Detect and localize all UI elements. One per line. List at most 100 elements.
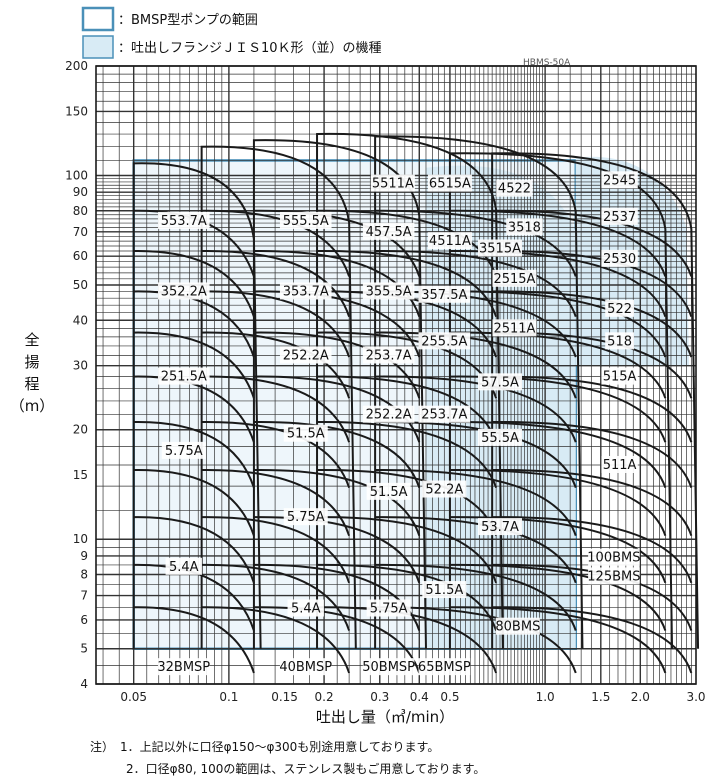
model-label-bg: [362, 658, 415, 676]
model-label-bg: [605, 299, 635, 317]
model-label-bg: [362, 405, 415, 423]
legend: ：BMSP型ポンプの範囲 ：吐出しフランジＪＩＳ10Ｋ形（並）の機種: [81, 6, 382, 59]
curve-125BMS: [492, 606, 693, 674]
curve-50BMSP: [253, 375, 421, 443]
model-label: 251.5A: [161, 370, 207, 385]
model-label-bg: [478, 239, 523, 257]
curve-40BMSP: [201, 250, 351, 317]
curve-65BMSP: [317, 421, 498, 488]
model-label: 2545: [603, 173, 636, 188]
model-label-bg: [161, 441, 206, 459]
curve-80BMS: [375, 375, 577, 443]
x-tick-label: 0.15: [271, 690, 298, 704]
model-label-bg: [287, 599, 324, 617]
model-label-bg: [418, 658, 471, 676]
model-label-bg: [279, 211, 332, 229]
model-label-bg: [601, 171, 638, 189]
model-label-bg: [418, 405, 471, 423]
envelope-32BMSP: [132, 162, 262, 649]
curve-40BMSP: [201, 469, 351, 536]
curve-50BMSP: [253, 421, 421, 488]
model-label-bg: [495, 617, 540, 635]
model-label: 2515A: [493, 272, 535, 287]
model-label-bg: [279, 346, 332, 364]
curve-32BMSP: [133, 290, 255, 358]
model-label: 6515A: [429, 177, 471, 192]
curve-32BMSP: [133, 250, 255, 317]
model-label-bg: [422, 480, 467, 498]
model-label: 2537: [603, 210, 636, 225]
y-axis-title-part: 揚: [24, 353, 39, 371]
y-tick-label: 60: [73, 249, 88, 263]
model-label: 357.5A: [421, 288, 467, 303]
curve-65BMSP: [317, 516, 498, 584]
model-label: 3515A: [479, 241, 521, 256]
model-label-bg: [601, 367, 638, 385]
model-label-bg: [366, 482, 411, 500]
model-label-bg: [506, 218, 543, 236]
model-label: 51.5A: [287, 427, 325, 442]
model-label: 252.2A: [366, 408, 412, 423]
axis-ticks: 0.05 0.1 0.15 0.2 0.3 0.4 0.5 1.0 1.5 2.0 3.0 4 5 6 7 8…: [65, 59, 705, 704]
model-label: 3518: [508, 220, 541, 235]
y-tick-label: 9: [80, 549, 88, 563]
curve-65BMSP: [317, 375, 498, 443]
model-label: 40BMSP: [279, 660, 332, 675]
curve-32BMSP: [133, 606, 255, 674]
model-label: 52.2A: [425, 483, 463, 498]
model-label: 253.7A: [421, 408, 467, 423]
curve-32BMSP: [133, 516, 255, 584]
curve-32BMSP: [133, 331, 255, 399]
x-tick-label: 3.0: [686, 690, 705, 704]
model-label-bg: [588, 548, 640, 566]
curve-125BMS: [492, 375, 693, 443]
y-tick-label: 80: [73, 204, 88, 218]
curve-125BMS: [492, 209, 693, 277]
model-label: 57.5A: [481, 375, 519, 390]
model-label-bg: [157, 367, 210, 385]
x-tick-label: 0.1: [219, 690, 238, 704]
y-tick-label: 90: [73, 185, 88, 199]
legend-label-jis10k: ：吐出しフランジＪＩＳ10Ｋ形（並）の機種: [118, 40, 382, 56]
y-tick-label: 8: [80, 568, 88, 582]
model-label-bg: [157, 658, 210, 676]
model-label: 53.7A: [481, 520, 519, 535]
note-1: 注） 1．上記以外に口径φ150～φ300も別途用意しております。: [90, 739, 439, 754]
model-label: 80BMS: [495, 620, 540, 635]
y-axis-title: 全揚程 （m）: [10, 331, 55, 415]
model-label: 65BMSP: [418, 660, 471, 675]
y-tick-label: 40: [73, 313, 88, 327]
model-label: 252.2A: [283, 349, 329, 364]
y-axis-title-part: （m）: [10, 397, 55, 415]
x-tick-label: 0.2: [315, 690, 334, 704]
model-label: 5.75A: [287, 510, 325, 525]
chart-code-label: HBMS-50A: [523, 58, 571, 68]
model-label-bg: [492, 319, 537, 337]
model-label-bg: [157, 282, 210, 300]
y-tick-label: 20: [73, 423, 88, 437]
model-label: 352.2A: [161, 284, 207, 299]
x-tick-label: 0.05: [120, 690, 147, 704]
curve-40BMSP: [201, 516, 351, 584]
note-2: 2．口径φ80, 100の範囲は、ステンレス製もご用意しております。: [126, 761, 485, 776]
model-label: 518: [607, 334, 632, 349]
model-label-bg: [370, 174, 415, 192]
model-labels: 553.7A 555.5A 5511A 6515A 457.5A 4511A 4522 351…: [157, 171, 640, 676]
model-label-bg: [362, 282, 415, 300]
legend-swatch-jis10k: [82, 35, 114, 59]
y-tick-label: 5: [80, 642, 88, 656]
x-tick-label: 1.5: [591, 690, 610, 704]
curve-50BMSP: [253, 250, 421, 317]
model-label: 51.5A: [425, 583, 463, 598]
model-label-bg: [478, 373, 523, 391]
x-axis-title: 吐出し量（㎥/min）: [316, 708, 454, 726]
model-label-bg: [165, 557, 202, 575]
model-label-bg: [601, 207, 638, 225]
model-label-bg: [362, 222, 415, 240]
y-tick-label: 70: [73, 225, 88, 239]
model-label-bg: [496, 179, 533, 197]
model-label: 555.5A: [283, 214, 329, 229]
model-label-bg: [283, 424, 328, 442]
model-label: 5.75A: [165, 444, 203, 459]
model-label: 553.7A: [161, 214, 207, 229]
